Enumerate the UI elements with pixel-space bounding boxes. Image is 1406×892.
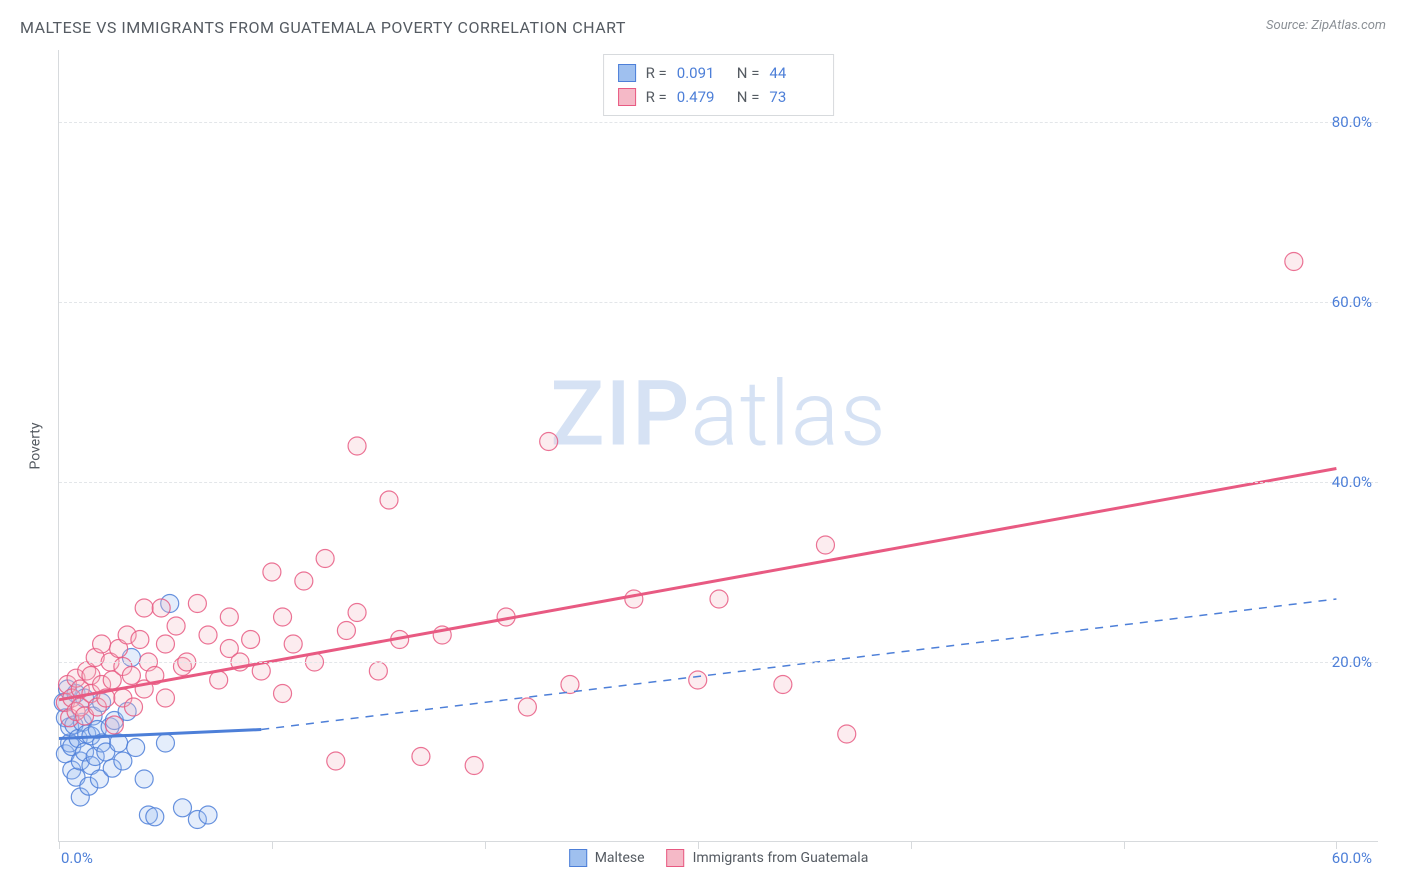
gridline [59, 122, 1378, 123]
data-point [156, 635, 174, 653]
data-point [465, 757, 483, 775]
legend-r-label: R = [646, 85, 667, 109]
y-axis-label: Poverty [28, 422, 44, 469]
x-tick [1336, 841, 1337, 849]
data-point [518, 698, 536, 716]
data-point [135, 770, 153, 788]
data-point [274, 608, 292, 626]
data-point [274, 685, 292, 703]
data-point [816, 536, 834, 554]
data-point [689, 671, 707, 689]
data-point [199, 806, 217, 824]
chart-source: Source: ZipAtlas.com [1266, 18, 1386, 33]
data-point [710, 590, 728, 608]
data-point [540, 433, 558, 451]
scatter-svg [59, 50, 1378, 841]
y-tick-label: 60.0% [1332, 293, 1372, 311]
data-point [156, 734, 174, 752]
data-point [774, 676, 792, 694]
x-tick [1124, 841, 1125, 849]
legend-label: Immigrants from Guatemala [693, 850, 869, 866]
y-tick-label: 20.0% [1332, 653, 1372, 671]
chart-header: MALTESE VS IMMIGRANTS FROM GUATEMALA POV… [0, 0, 1406, 45]
data-point [105, 716, 123, 734]
data-point [210, 671, 228, 689]
data-point [284, 635, 302, 653]
legend-row: R = 0.479 N = 73 [618, 85, 820, 109]
data-point [173, 799, 191, 817]
chart-container: Poverty ZIPatlas R =0.091N =44R =0.479N … [20, 50, 1386, 842]
x-tick [59, 841, 60, 849]
data-point [125, 698, 143, 716]
data-point [327, 752, 345, 770]
data-point [122, 667, 140, 685]
data-point [220, 608, 238, 626]
data-point [167, 617, 185, 635]
x-tick-last: 60.0% [1332, 849, 1372, 867]
data-point [348, 604, 366, 622]
data-point [295, 572, 313, 590]
data-point [337, 622, 355, 640]
x-tick [911, 841, 912, 849]
data-point [127, 739, 145, 757]
data-point [93, 635, 111, 653]
legend-n-value: 73 [769, 85, 819, 109]
plot-area: ZIPatlas R =0.091N =44R =0.479N =73 0.0%… [58, 50, 1378, 842]
y-tick-label: 80.0% [1332, 113, 1372, 131]
legend-swatch [618, 88, 636, 106]
data-point [1285, 253, 1303, 271]
y-tick-label: 40.0% [1332, 473, 1372, 491]
data-point [380, 491, 398, 509]
data-point [369, 662, 387, 680]
data-point [188, 595, 206, 613]
legend-r-value: 0.479 [677, 85, 727, 109]
data-point [146, 808, 164, 826]
data-point [412, 748, 430, 766]
data-point [131, 631, 149, 649]
legend-r-value: 0.091 [677, 61, 727, 85]
data-point [838, 725, 856, 743]
data-point [114, 752, 132, 770]
legend-item: Immigrants from Guatemala [667, 849, 869, 867]
x-tick [272, 841, 273, 849]
legend-swatch [569, 849, 587, 867]
gridline [59, 662, 1378, 663]
x-tick [698, 841, 699, 849]
gridline [59, 302, 1378, 303]
data-point [348, 437, 366, 455]
legend-n-label: N = [737, 85, 760, 109]
data-point [263, 563, 281, 581]
data-point [242, 631, 260, 649]
data-point [625, 590, 643, 608]
legend-swatch [618, 64, 636, 82]
correlation-legend: R = 0.091 N = 44 R = 0.479 N = 73 [603, 54, 835, 116]
data-point [199, 626, 217, 644]
gridline [59, 482, 1378, 483]
data-point [135, 599, 153, 617]
legend-label: Maltese [595, 850, 645, 866]
data-point [156, 689, 174, 707]
legend-n-value: 44 [769, 61, 819, 85]
legend-n-label: N = [737, 61, 760, 85]
series-legend: Maltese Immigrants from Guatemala [569, 849, 869, 867]
legend-row: R = 0.091 N = 44 [618, 61, 820, 85]
x-tick [485, 841, 486, 849]
chart-title: MALTESE VS IMMIGRANTS FROM GUATEMALA POV… [20, 18, 626, 37]
data-point [152, 599, 170, 617]
trend-line-dashed [261, 599, 1336, 730]
x-tick-first: 0.0% [61, 849, 93, 867]
legend-item: Maltese [569, 849, 645, 867]
data-point [316, 550, 334, 568]
legend-r-label: R = [646, 61, 667, 85]
trend-line [59, 469, 1336, 700]
legend-swatch [667, 849, 685, 867]
